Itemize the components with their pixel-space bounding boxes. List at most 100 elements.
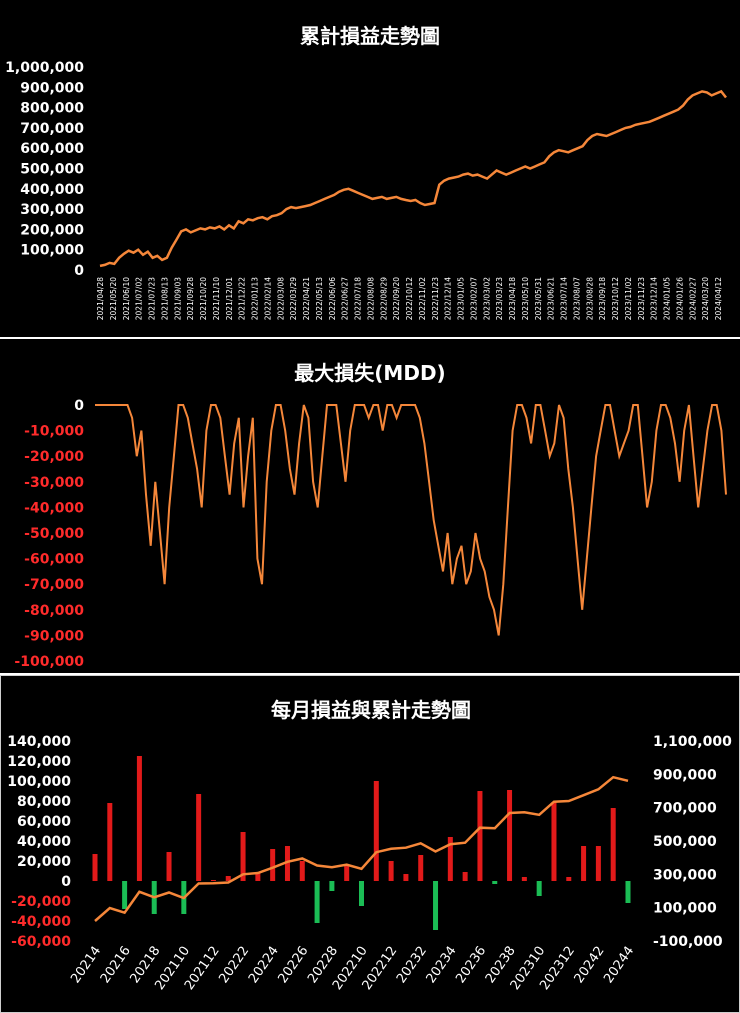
left-y-tick-label: -20,000 xyxy=(11,894,71,910)
x-tick-label: 2023/03/02 xyxy=(482,277,491,320)
x-tick-label: 2023/10/12 xyxy=(611,277,620,320)
x-tick-label: 2024/02/27 xyxy=(688,277,697,320)
x-tick-label: 20214 xyxy=(68,944,104,986)
x-tick-label: 2022/06/27 xyxy=(341,277,350,320)
monthly-pnl-bar xyxy=(447,837,453,881)
monthly-pnl-bar xyxy=(551,802,557,881)
left-y-tick-label: 140,000 xyxy=(7,734,71,750)
monthly-pnl-bar xyxy=(462,872,468,881)
y-tick-label: -70,000 xyxy=(24,577,84,593)
x-tick-label: 2021/08/13 xyxy=(160,277,169,320)
y-tick-label: 400,000 xyxy=(20,182,84,198)
right-y-tick-label: 900,000 xyxy=(653,767,717,783)
x-tick-label: 20242 xyxy=(572,944,608,986)
x-tick-label: 2023/04/18 xyxy=(508,277,517,320)
x-tick-label: 2023/05/10 xyxy=(521,277,530,320)
x-tick-label: 20222 xyxy=(216,944,252,986)
monthly-pnl-bar xyxy=(403,874,409,881)
monthly-pnl-bar xyxy=(314,881,320,923)
right-y-tick-label: -100,000 xyxy=(653,934,723,950)
y-tick-label: 100,000 xyxy=(20,243,84,259)
y-tick-label: 0 xyxy=(74,263,84,279)
y-tick-label: -30,000 xyxy=(24,475,84,491)
x-tick-label: 2023/06/21 xyxy=(547,277,556,320)
cumulative-pnl-line xyxy=(99,89,727,268)
x-tick-label: 2023/11/02 xyxy=(624,277,633,320)
x-tick-label: 2022/03/08 xyxy=(276,277,285,320)
monthly-pnl-bar xyxy=(196,794,202,881)
left-y-tick-label: 0 xyxy=(61,874,71,890)
monthly-pnl-bar xyxy=(388,861,394,881)
x-tick-label: 2022/12/14 xyxy=(444,277,453,320)
x-tick-label: 2021/10/20 xyxy=(199,277,208,320)
x-tick-label: 2022/06/06 xyxy=(328,277,337,320)
left-y-tick-label: 40,000 xyxy=(17,834,71,850)
x-tick-label: 2024/01/05 xyxy=(663,277,672,320)
monthly-pnl-bar xyxy=(225,876,231,881)
x-tick-label: 2022/08/29 xyxy=(379,277,388,320)
monthly-pnl-bar xyxy=(595,846,601,881)
monthly-pnl-bar xyxy=(136,756,142,881)
monthly-pnl-bar xyxy=(610,808,616,881)
mdd-plot: 0 -10,000 -20,000 -30,000 -40,000 -50,000 -60,… xyxy=(14,398,727,670)
x-tick-label: 20244 xyxy=(601,944,637,986)
monthly-pnl-bar xyxy=(166,852,172,881)
monthly-pnl-bar xyxy=(107,803,113,881)
x-tick-label: 2021/12/01 xyxy=(225,277,234,320)
x-tick-label: 20232 xyxy=(394,944,430,986)
y-tick-label: -10,000 xyxy=(24,424,84,440)
chart-title: 累計損益走勢圖 xyxy=(300,24,440,48)
x-tick-label: 2021/09/28 xyxy=(186,277,195,320)
x-tick-label: 2023/08/28 xyxy=(585,277,594,320)
monthly-pnl-bar xyxy=(329,881,335,891)
x-tick-label: 2023/11/23 xyxy=(637,277,646,320)
y-tick-label: 0 xyxy=(74,398,84,414)
monthly-pnl-bar xyxy=(299,861,305,881)
right-y-tick-label: 1,100,000 xyxy=(653,734,732,750)
x-tick-label: 2024/01/26 xyxy=(675,277,684,320)
monthly-pnl-bar xyxy=(536,881,542,896)
left-y-tick-label: 120,000 xyxy=(7,754,71,770)
x-tick-label: 2022/02/14 xyxy=(263,277,272,320)
x-tick-label: 20224 xyxy=(246,944,282,986)
x-tick-label: 2022/11/23 xyxy=(431,277,440,320)
x-tick-label: 2021/04/28 xyxy=(96,277,105,320)
x-tick-label: 2022/04/21 xyxy=(302,277,311,320)
x-tick-label: 2023/12/14 xyxy=(650,277,659,320)
x-tick-label: 2022/01/13 xyxy=(251,277,260,320)
monthly-pnl-bar xyxy=(270,849,276,881)
x-tick-label: 2023/09/18 xyxy=(598,277,607,320)
monthly-pnl-bar xyxy=(240,832,246,881)
x-tick-label: 2024/03/20 xyxy=(701,277,710,320)
x-tick-label: 2022/07/18 xyxy=(354,277,363,320)
x-tick-label: 20216 xyxy=(98,944,134,986)
monthly-pnl-plot: 140,000 120,000 100,000 80,000 60,000 40,000 2… xyxy=(7,734,732,993)
right-y-tick-label: 100,000 xyxy=(653,901,717,917)
monthly-pnl-bar xyxy=(255,873,261,881)
right-y-tick-label: 500,000 xyxy=(653,834,717,850)
monthly-pnl-bar xyxy=(122,881,128,909)
y-tick-label: -40,000 xyxy=(24,500,84,516)
left-y-tick-label: 80,000 xyxy=(17,794,71,810)
x-tick-label: 2023/05/31 xyxy=(534,277,543,320)
monthly-pnl-bar xyxy=(492,881,498,884)
cumulative-pnl-plot: 0 100,000 200,000 300,000 400,000 500,000 600,… xyxy=(5,60,727,320)
monthly-pnl-bar xyxy=(373,781,379,881)
monthly-pnl-bar xyxy=(433,881,439,930)
left-y-tick-label: 20,000 xyxy=(17,854,71,870)
monthly-pnl-bar xyxy=(625,881,631,903)
x-tick-label: 2021/05/20 xyxy=(109,277,118,320)
x-tick-label: 2023/03/23 xyxy=(495,277,504,320)
x-tick-label: 2022/10/12 xyxy=(405,277,414,320)
x-tick-label: 2023/07/14 xyxy=(560,277,569,320)
chart-title: 最大損失(MDD) xyxy=(294,361,446,385)
x-tick-label: 2022/09/20 xyxy=(392,277,401,320)
y-tick-label: 200,000 xyxy=(20,222,84,238)
x-tick-label: 2022/03/29 xyxy=(289,277,298,320)
y-tick-label: 900,000 xyxy=(20,80,84,96)
panel-divider xyxy=(0,337,740,339)
monthly-pnl-chart: 每月損益與累計走勢圖 140,000 120,000 100,000 80,000 60… xyxy=(0,675,740,1013)
x-tick-label: 2022/11/02 xyxy=(418,277,427,320)
monthly-pnl-bar xyxy=(92,854,98,881)
x-tick-label: 2023/01/05 xyxy=(457,277,466,320)
